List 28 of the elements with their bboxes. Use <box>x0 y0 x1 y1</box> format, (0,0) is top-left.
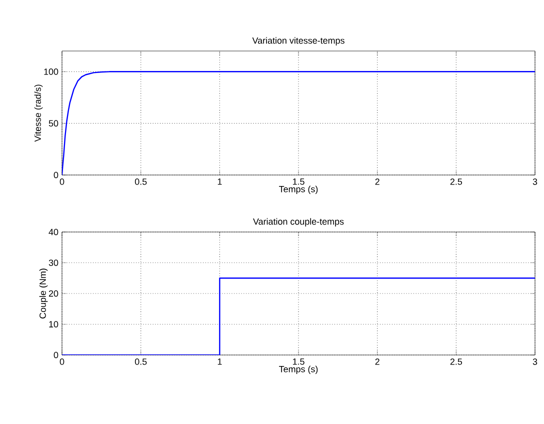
x-tick-label: 0 <box>60 178 64 185</box>
x-tick-label: 1 <box>218 358 222 365</box>
y-tick-label: 0 <box>54 172 58 178</box>
x-tick-label: 0.5 <box>134 358 147 365</box>
x-axis-title: Temps (s) <box>279 366 318 374</box>
x-tick-label: 1.5 <box>292 358 304 365</box>
x-tick-label: 3 <box>532 358 538 365</box>
x-tick-label: 1 <box>218 178 222 185</box>
x-tick-label: 1.5 <box>292 178 304 185</box>
y-tick-label: 50 <box>48 120 58 127</box>
chart-title: Variation vitesse-temps <box>252 37 344 46</box>
x-tick-label: 2.5 <box>450 178 462 185</box>
x-tick-label: 2 <box>375 178 380 185</box>
chart-title: Variation couple-temps <box>253 218 344 226</box>
y-tick-label: 0 <box>54 352 58 358</box>
y-tick-label: 20 <box>48 290 58 297</box>
y-tick-label: 10 <box>49 321 58 328</box>
x-tick-label: 2.5 <box>450 358 462 365</box>
y-tick-label: 100 <box>44 68 58 75</box>
y-tick-label: 40 <box>48 228 58 236</box>
x-tick-label: 0 <box>60 358 64 365</box>
y-tick-label: 30 <box>48 260 58 266</box>
x-tick-label: 0.5 <box>134 178 147 185</box>
y-axis-title: Vitesse (rad/s) <box>34 84 43 142</box>
x-tick-label: 2 <box>375 358 380 365</box>
x-axis-title: Temps (s) <box>279 186 318 194</box>
y-axis-title: Couple (Nm) <box>39 268 48 318</box>
x-tick-label: 3 <box>532 178 538 185</box>
